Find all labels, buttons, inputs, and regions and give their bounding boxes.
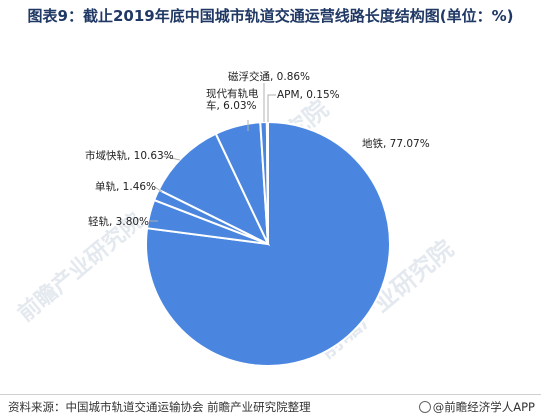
chart-title: 图表9：截止2019年底中国城市轨道交通运营线路长度结构图(单位：%) [27,7,514,25]
brand-credit: @前瞻经济学人APP [418,399,535,415]
slice-label: APM, 0.15% [277,89,340,101]
pie-slice [157,132,271,247]
pie-slices [145,120,391,367]
source-note: 资料来源：中国城市轨道交通运输协会 前瞻产业研究院整理 [8,400,311,414]
leader-line [161,155,181,161]
slice-label: 轻轨, 3.80% [88,215,149,228]
pie-slice [265,120,269,245]
footer-divider [0,394,541,395]
slice-label: 市域快轨, 10.63% [85,149,174,162]
leader-line [267,94,276,122]
leader-lines [150,83,276,222]
brand-text: @前瞻经济学人APP [432,400,535,414]
leader-line [154,186,163,193]
slice-label: 现代有轨电 [206,87,259,100]
brand-logo-icon [418,401,431,413]
slice-label: 车, 6.03% [206,99,257,112]
slice-label: 磁浮交通, 0.86% [228,70,310,83]
pie-chart: 地铁, 77.07% 轻轨, 3.80% 单轨, 1.46% 市域快轨, 10.63%… [85,70,430,367]
slice-labels: 地铁, 77.07% 轻轨, 3.80% 单轨, 1.46% 市域快轨, 10.63%… [85,70,430,228]
slice-label: 单轨, 1.46% [95,180,156,193]
slice-label: 地铁, 77.07% [362,137,430,150]
